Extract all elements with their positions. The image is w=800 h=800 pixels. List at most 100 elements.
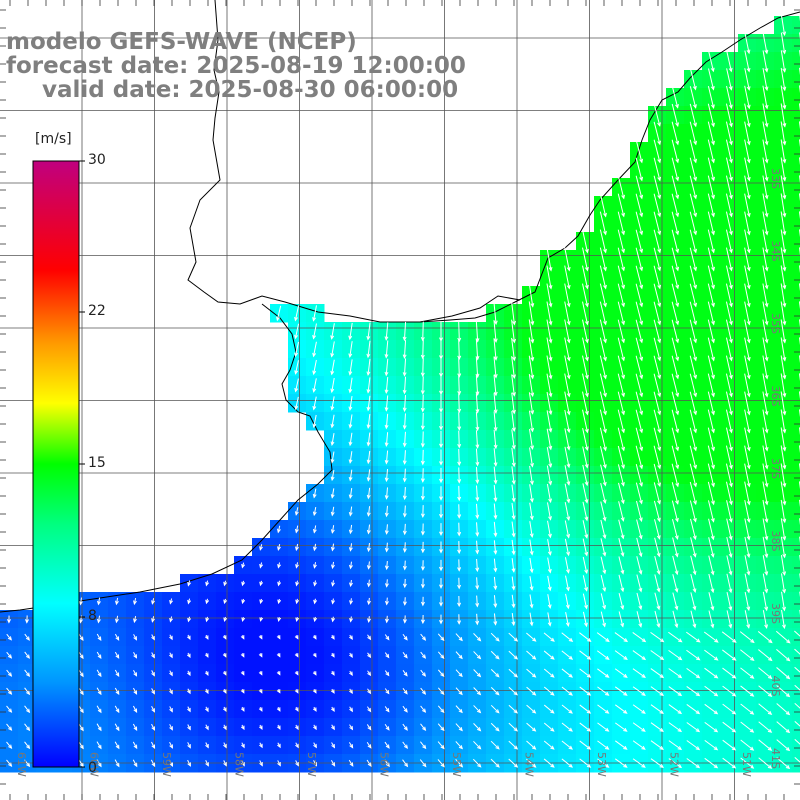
wind-arrow — [187, 742, 191, 749]
wind-arrow — [689, 355, 698, 380]
wind-arrow — [582, 520, 589, 539]
wind-arrow — [546, 265, 553, 290]
wind-arrow — [780, 139, 787, 164]
wind-arrow — [780, 247, 787, 272]
wind-arrow — [420, 560, 425, 571]
wind-arrow — [725, 373, 733, 398]
wind-arrow — [780, 555, 787, 577]
wind-arrow — [721, 631, 737, 643]
wind-arrow — [632, 650, 647, 661]
wind-arrow — [762, 301, 769, 326]
wind-arrow — [780, 427, 787, 452]
wind-arrow — [668, 668, 683, 679]
wind-arrow — [653, 463, 662, 488]
wind-arrow — [650, 631, 665, 643]
wind-arrow — [707, 337, 715, 362]
wind-arrow — [725, 481, 733, 506]
wind-arrow — [96, 705, 102, 714]
wind-arrow — [366, 340, 371, 359]
wind-cell — [792, 34, 800, 53]
wind-arrow — [689, 427, 698, 452]
wind-arrow — [762, 610, 769, 629]
wind-arrow — [457, 522, 462, 537]
wind-arrow — [294, 706, 299, 712]
wind-arrow — [439, 596, 443, 607]
wind-arrow — [493, 356, 498, 379]
wind-arrow — [511, 447, 516, 468]
wind-arrow — [686, 649, 701, 661]
wind-arrow — [295, 742, 299, 749]
wind-arrow — [402, 358, 407, 377]
wind-arrow — [330, 451, 335, 464]
wind-arrow — [114, 633, 120, 641]
wind-arrow — [348, 322, 353, 341]
wind-arrow — [600, 593, 607, 610]
wind-cell — [792, 196, 800, 215]
wind-arrow — [475, 577, 480, 590]
wind-cell — [792, 718, 800, 737]
wind-arrow — [707, 265, 715, 290]
wind-arrow — [96, 615, 101, 624]
wind-arrow — [686, 631, 701, 643]
wind-arrow — [313, 543, 317, 552]
wind-arrow — [762, 247, 769, 272]
wind-arrow — [600, 482, 607, 505]
wind-arrow — [528, 355, 535, 380]
wind-arrow — [708, 610, 715, 629]
wind-arrow — [722, 667, 737, 679]
wind-arrow — [726, 50, 733, 73]
wind-arrow — [187, 706, 191, 713]
longitude-label: 53W — [595, 752, 608, 777]
wind-arrow — [169, 634, 173, 641]
wind-arrow — [707, 301, 715, 326]
wind-arrow — [780, 463, 787, 488]
wind-arrow — [762, 139, 769, 164]
wind-arrow — [511, 484, 516, 503]
wind-arrow — [294, 396, 299, 411]
wind-arrow — [493, 466, 498, 485]
wind-arrow — [725, 265, 733, 290]
wind-arrow — [511, 576, 516, 591]
wind-arrow — [420, 705, 427, 713]
wind-arrow — [744, 103, 751, 128]
wind-arrow — [689, 337, 698, 362]
wind-arrow — [744, 445, 751, 470]
wind-arrow — [707, 229, 715, 254]
wind-arrow — [725, 445, 733, 470]
wind-arrow — [457, 375, 462, 396]
wind-arrow — [564, 283, 571, 308]
wind-arrow — [617, 337, 625, 362]
wind-arrow — [276, 653, 281, 658]
wind-arrow — [384, 688, 390, 695]
wind-arrow — [114, 741, 120, 750]
wind-arrow — [348, 341, 353, 358]
wind-arrow — [707, 427, 715, 452]
wind-arrow — [561, 650, 574, 660]
wind-arrow — [546, 247, 553, 272]
wind-arrow — [169, 706, 173, 713]
wind-arrow — [96, 633, 102, 641]
colorbar-unit: [m/s] — [35, 131, 72, 147]
wind-arrow — [437, 741, 445, 750]
wind-arrow — [762, 355, 769, 380]
wind-arrow — [722, 649, 737, 661]
wind-arrow — [671, 391, 680, 416]
wind-arrow — [740, 721, 755, 733]
wind-arrow — [686, 704, 701, 715]
wind-arrow — [780, 265, 787, 290]
wind-arrow — [151, 598, 155, 605]
wind-arrow — [762, 536, 769, 559]
wind-arrow — [690, 555, 697, 576]
wind-arrow — [689, 193, 698, 218]
wind-arrow — [384, 560, 389, 571]
wind-arrow — [511, 356, 516, 380]
wind-arrow — [330, 670, 335, 676]
wind-arrow — [776, 667, 791, 680]
wind-arrow — [384, 579, 389, 588]
wind-arrow — [366, 432, 371, 447]
wind-arrow — [758, 667, 773, 680]
wind-arrow — [475, 613, 480, 626]
wind-arrow — [259, 544, 263, 551]
wind-arrow — [277, 580, 282, 587]
wind-arrow — [794, 738, 800, 745]
